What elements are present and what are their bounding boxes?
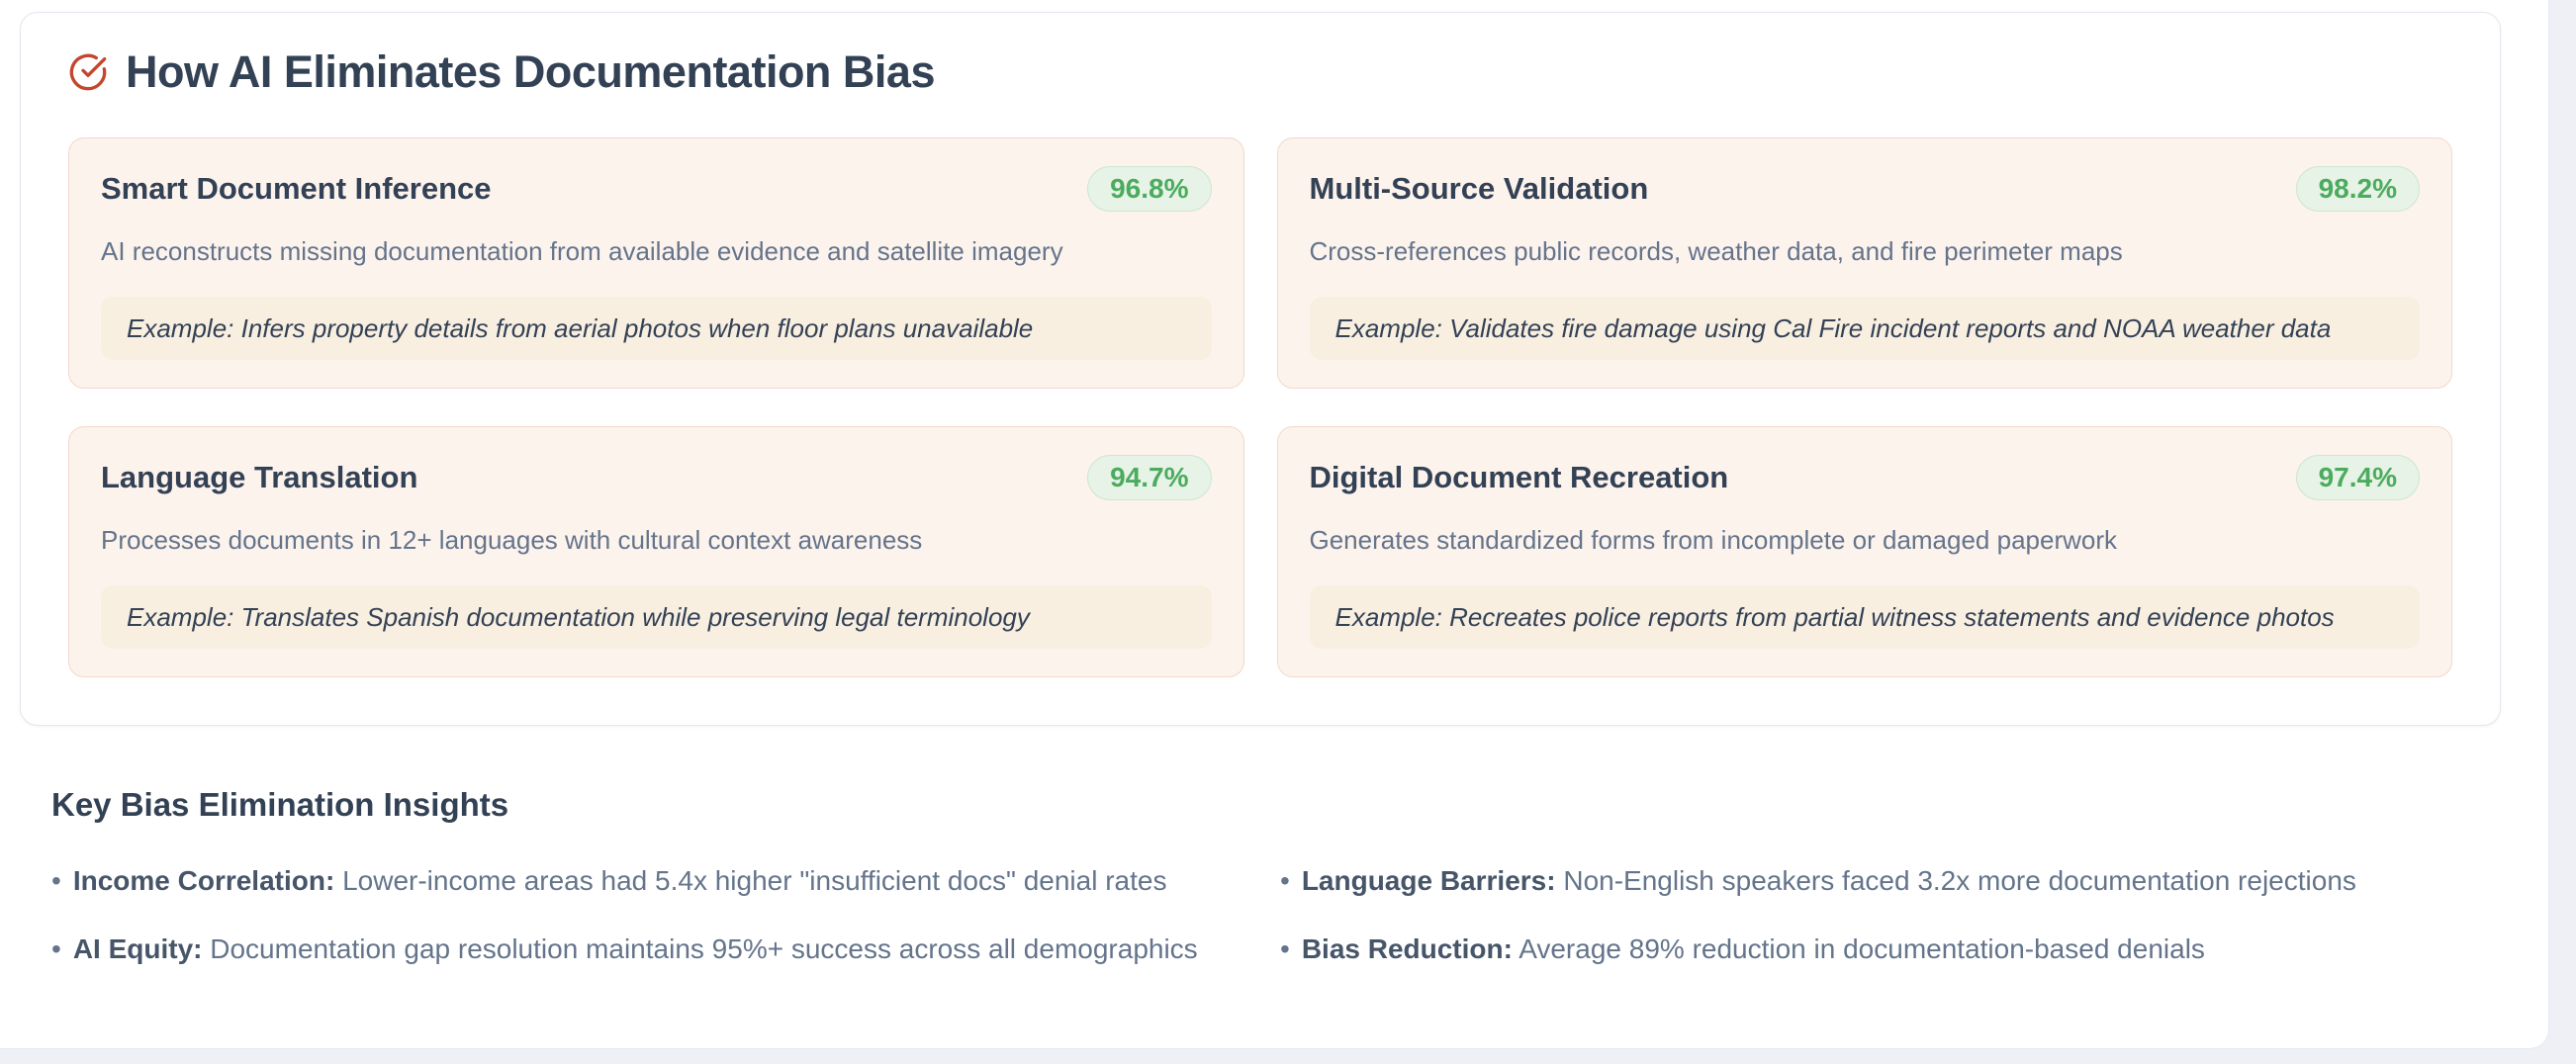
insight-label: Bias Reduction: bbox=[1301, 933, 1513, 964]
insight-label: Income Correlation: bbox=[72, 865, 335, 896]
capability-title: Language Translation bbox=[101, 460, 418, 494]
capability-card-digital-document-recreation: Digital Document Recreation 97.4% Genera… bbox=[1276, 426, 2452, 677]
capability-description: Processes documents in 12+ languages wit… bbox=[101, 525, 923, 555]
capability-title: Digital Document Recreation bbox=[1309, 460, 1729, 494]
accuracy-badge: 94.7% bbox=[1087, 455, 1212, 500]
insight-income-correlation: • Income Correlation: Lower-income areas … bbox=[51, 864, 1280, 897]
insight-text: Lower-income areas had 5.4x higher "insu… bbox=[342, 865, 1167, 896]
capability-description: Cross-references public records, weather… bbox=[1309, 236, 2123, 266]
accuracy-badge: 97.4% bbox=[2295, 455, 2420, 500]
bullet-icon: • bbox=[51, 933, 61, 964]
insight-text: Documentation gap resolution maintains 9… bbox=[210, 933, 1198, 964]
capability-description: AI reconstructs missing documentation fr… bbox=[101, 236, 1063, 266]
capability-card-multi-source-validation: Multi-Source Validation 98.2% Cross-refe… bbox=[1276, 137, 2452, 389]
capability-card-smart-document-inference: Smart Document Inference 96.8% AI recons… bbox=[68, 137, 1244, 389]
bullet-icon: • bbox=[1280, 933, 1290, 964]
capability-title: Multi-Source Validation bbox=[1309, 171, 1649, 206]
insight-language-barriers: • Language Barriers: Non-English speakers… bbox=[1280, 864, 2548, 897]
capability-example: Example: Translates Spanish documentatio… bbox=[101, 585, 1212, 649]
bullet-icon: • bbox=[1280, 865, 1290, 896]
capability-description: Generates standardized forms from incomp… bbox=[1309, 525, 2118, 555]
capability-header: Multi-Source Validation 98.2% bbox=[1309, 166, 2420, 212]
check-circle-icon bbox=[69, 53, 107, 91]
section-header: How AI Eliminates Documentation Bias bbox=[68, 46, 2452, 98]
capability-header: Digital Document Recreation 97.4% bbox=[1309, 455, 2420, 500]
capability-card-language-translation: Language Translation 94.7% Processes doc… bbox=[68, 426, 1244, 677]
insight-ai-equity: • AI Equity: Documentation gap resolution… bbox=[51, 932, 1280, 965]
insight-text: Non-English speakers faced 3.2x more doc… bbox=[1563, 865, 2356, 896]
insight-label: AI Equity: bbox=[72, 933, 203, 964]
ai-bias-section: How AI Eliminates Documentation Bias Sma… bbox=[20, 12, 2501, 726]
insight-bias-reduction: • Bias Reduction: Average 89% reduction i… bbox=[1280, 932, 2548, 965]
insights-grid: • Income Correlation: Lower-income areas … bbox=[51, 864, 2548, 965]
capability-example: Example: Validates fire damage using Cal… bbox=[1309, 297, 2420, 360]
accuracy-badge: 96.8% bbox=[1087, 166, 1212, 212]
insights-title: Key Bias Elimination Insights bbox=[51, 786, 509, 823]
capability-title: Smart Document Inference bbox=[101, 171, 492, 206]
insight-label: Language Barriers: bbox=[1301, 865, 1556, 896]
capability-example: Example: Infers property details from ae… bbox=[101, 297, 1212, 360]
accuracy-badge: 98.2% bbox=[2295, 166, 2420, 212]
insights-section: Key Bias Elimination Insights • Income Co… bbox=[51, 785, 2548, 965]
insight-text: Average 89% reduction in documentation-b… bbox=[1518, 933, 2205, 964]
bullet-icon: • bbox=[51, 865, 61, 896]
section-title: How AI Eliminates Documentation Bias bbox=[126, 46, 935, 97]
capability-header: Smart Document Inference 96.8% bbox=[101, 166, 1212, 212]
main-panel: How AI Eliminates Documentation Bias Sma… bbox=[0, 0, 2549, 1049]
capability-header: Language Translation 94.7% bbox=[101, 455, 1212, 500]
capability-example: Example: Recreates police reports from p… bbox=[1309, 585, 2420, 649]
capability-grid: Smart Document Inference 96.8% AI recons… bbox=[68, 137, 2452, 677]
